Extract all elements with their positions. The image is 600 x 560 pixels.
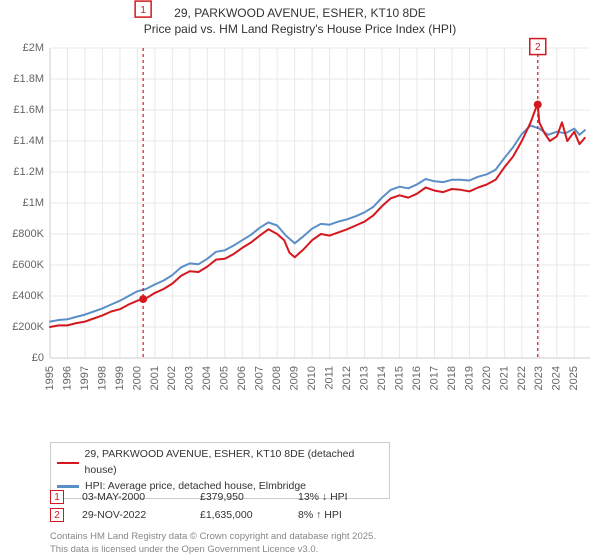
y-tick-label: £1.8M — [13, 73, 44, 85]
x-tick-label: 2025 — [568, 366, 580, 390]
sale-row-2: 2 29-NOV-2022 £1,635,000 8% ↑ HPI — [50, 508, 378, 522]
y-tick-label: £2M — [23, 42, 44, 54]
y-tick-label: £0 — [32, 352, 44, 364]
sale-diff-2: 8% ↑ HPI — [298, 509, 378, 521]
x-tick-label: 2023 — [533, 366, 545, 390]
sale-marker-2: 2 — [50, 508, 64, 522]
x-tick-label: 2014 — [376, 366, 388, 390]
x-tick-label: 2001 — [149, 366, 161, 390]
legend-label-1: 29, PARKWOOD AVENUE, ESHER, KT10 8DE (de… — [85, 447, 383, 479]
sale-dot-1 — [139, 295, 147, 303]
x-tick-label: 1999 — [114, 366, 126, 390]
title-block: 29, PARKWOOD AVENUE, ESHER, KT10 8DE Pri… — [0, 0, 600, 37]
y-tick-label: £1.4M — [13, 135, 44, 147]
x-tick-label: 2003 — [184, 366, 196, 390]
x-tick-label: 2000 — [131, 366, 143, 390]
legend-swatch-2 — [57, 485, 79, 488]
x-tick-label: 2017 — [428, 366, 440, 390]
sale-marker-1-id: 1 — [54, 492, 60, 503]
x-tick-label: 2009 — [289, 366, 301, 390]
sale-box-label-2: 2 — [535, 42, 541, 53]
title-line2: Price paid vs. HM Land Registry's House … — [0, 22, 600, 38]
y-tick-label: £200K — [12, 321, 44, 333]
x-tick-label: 2019 — [463, 366, 475, 390]
sale-dot-2 — [534, 101, 542, 109]
x-tick-label: 2024 — [551, 366, 563, 390]
y-tick-label: £800K — [12, 228, 44, 240]
footer-note: Contains HM Land Registry data © Crown c… — [50, 531, 376, 556]
x-tick-label: 2020 — [481, 366, 493, 390]
x-tick-label: 2007 — [254, 366, 266, 390]
x-tick-label: 2006 — [236, 366, 248, 390]
chart-svg: £0£200K£400K£600K£800K£1M£1.2M£1.4M£1.6M… — [50, 48, 590, 398]
x-tick-label: 1995 — [44, 366, 56, 390]
x-tick-label: 1996 — [61, 366, 73, 390]
x-tick-label: 2002 — [166, 366, 178, 390]
legend-row-1: 29, PARKWOOD AVENUE, ESHER, KT10 8DE (de… — [57, 447, 383, 479]
sale-marker-1: 1 — [50, 490, 64, 504]
x-tick-label: 2010 — [306, 366, 318, 390]
x-tick-label: 1997 — [79, 366, 91, 390]
y-tick-label: £1.6M — [13, 104, 44, 116]
footer-line1: Contains HM Land Registry data © Crown c… — [50, 531, 376, 543]
x-tick-label: 2021 — [498, 366, 510, 390]
x-tick-label: 2011 — [324, 366, 336, 390]
sale-date-1: 03-MAY-2000 — [82, 491, 182, 503]
sale-price-2: £1,635,000 — [200, 509, 280, 521]
x-tick-label: 1998 — [96, 366, 108, 390]
x-tick-label: 2016 — [411, 366, 423, 390]
footer-line2: This data is licensed under the Open Gov… — [50, 544, 376, 556]
y-tick-label: £600K — [12, 259, 44, 271]
y-tick-label: £1.2M — [13, 166, 44, 178]
sale-diff-1: 13% ↓ HPI — [298, 491, 378, 503]
sale-row-1: 1 03-MAY-2000 £379,950 13% ↓ HPI — [50, 490, 378, 504]
sale-date-2: 29-NOV-2022 — [82, 509, 182, 521]
x-tick-label: 2022 — [516, 366, 528, 390]
x-tick-label: 2012 — [341, 366, 353, 390]
sale-box-label-1: 1 — [140, 5, 146, 16]
y-tick-label: £400K — [12, 290, 44, 302]
x-tick-label: 2004 — [201, 366, 213, 390]
legend-swatch-1 — [57, 462, 79, 465]
sale-price-1: £379,950 — [200, 491, 280, 503]
x-tick-label: 2008 — [271, 366, 283, 390]
x-tick-label: 2013 — [358, 366, 370, 390]
chart-container: 29, PARKWOOD AVENUE, ESHER, KT10 8DE Pri… — [0, 0, 600, 560]
x-tick-label: 2015 — [393, 366, 405, 390]
x-tick-label: 2018 — [446, 366, 458, 390]
sales-block: 1 03-MAY-2000 £379,950 13% ↓ HPI 2 29-NO… — [50, 490, 378, 526]
sale-marker-2-id: 2 — [54, 510, 60, 521]
title-line1: 29, PARKWOOD AVENUE, ESHER, KT10 8DE — [0, 6, 600, 22]
x-tick-label: 2005 — [219, 366, 231, 390]
chart-area: £0£200K£400K£600K£800K£1M£1.2M£1.4M£1.6M… — [50, 48, 590, 398]
y-tick-label: £1M — [23, 197, 44, 209]
